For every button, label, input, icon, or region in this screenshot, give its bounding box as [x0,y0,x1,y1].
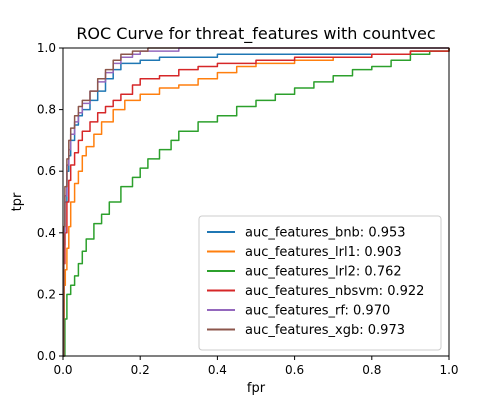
legend-label: auc_features_lrl1: 0.903 [245,245,402,260]
x-tick-label: 1.0 [439,363,458,377]
x-tick-label: 0.0 [53,363,72,377]
legend-box [198,215,442,351]
x-tick-label: 0.4 [208,363,227,377]
legend-label: auc_features_nbsvm: 0.922 [245,284,424,299]
x-tick-label: 0.2 [131,363,150,377]
legend: auc_features_bnb: 0.953 auc_features_lrl1… [198,215,442,351]
x-axis-label: fpr [247,381,266,396]
series-line-4 [63,48,450,357]
y-tick-label: 0.2 [37,287,56,301]
legend-label: auc_features_bnb: 0.953 [245,226,406,241]
series-line-1 [63,48,450,357]
axis-ticks: 0.0 0.2 0.4 0.6 0.8 1.0 0.0 0.2 0.4 0.6 0.8 1.0 [37,41,459,377]
plot-frame [62,47,450,357]
legend-label: auc_features_xgb: 0.973 [245,323,405,338]
y-tick-label: 0.6 [37,164,56,178]
legend-label: auc_features_lrl2: 0.762 [245,265,402,280]
chart-title: ROC Curve for threat_features with count… [76,24,435,44]
plot-area [63,47,450,357]
y-tick-label: 1.0 [37,41,56,55]
x-tick-label: 0.6 [285,363,304,377]
y-tick-label: 0.4 [37,226,56,240]
legend-label: auc_features_rf: 0.970 [245,304,390,319]
y-tick-label: 0.0 [37,349,56,363]
x-tick-label: 0.8 [362,363,381,377]
y-tick-label: 0.8 [37,103,56,117]
y-axis-label: tpr [10,192,25,211]
series-line-3 [63,48,450,357]
series-line-2 [63,48,450,357]
